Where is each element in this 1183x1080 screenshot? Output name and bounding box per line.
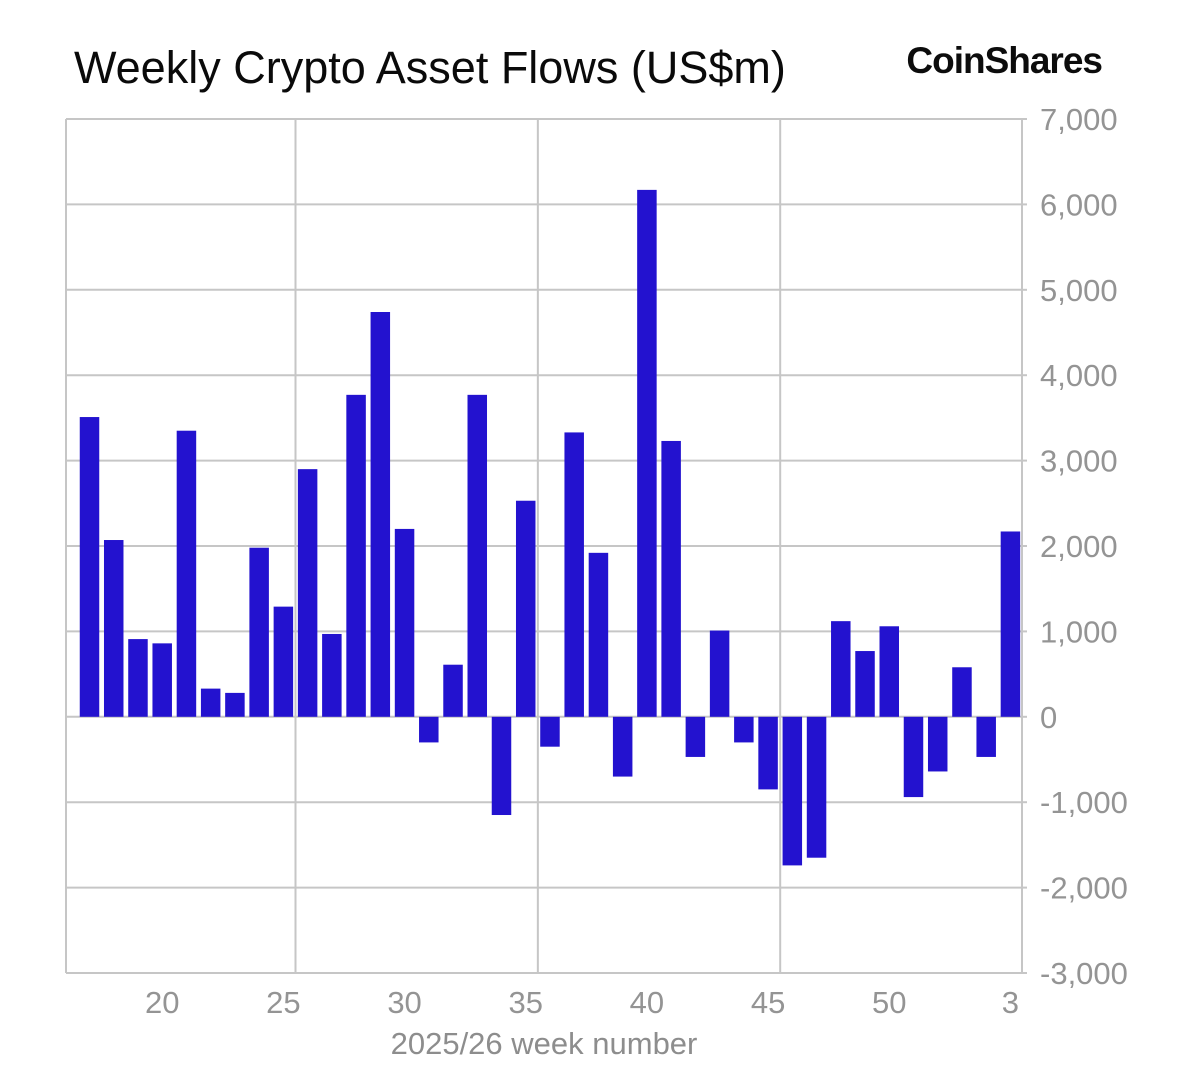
bar-week-44 (734, 716, 754, 743)
bar-week-34 (491, 716, 512, 816)
y-tick-label--1,000: -1,000 (1040, 785, 1128, 820)
x-tick-label-20: 20 (145, 985, 179, 1020)
bar-week-51 (903, 716, 924, 798)
x-tick-label-50: 50 (872, 985, 906, 1020)
bar-week-35 (515, 500, 536, 717)
bar-week-18 (103, 540, 124, 717)
bar-week-20 (152, 643, 172, 717)
bar-week-21 (176, 430, 197, 717)
bar-week-29 (370, 312, 391, 717)
bar-week-41 (661, 440, 681, 717)
y-tick-label-6,000: 6,000 (1040, 187, 1118, 222)
chart-title: Weekly Crypto Asset Flows (US$m) (74, 42, 786, 93)
coinshares-logo: CoinShares (906, 40, 1103, 81)
bar-week-36 (540, 716, 560, 747)
bar-week-24 (249, 547, 269, 717)
bar-week-49 (855, 651, 875, 717)
bar-week-33 (467, 394, 488, 717)
bar-week-3 (1000, 531, 1021, 717)
x-tick-label-3: 3 (1002, 985, 1019, 1020)
x-axis-title: 2025/26 week number (390, 1026, 698, 1061)
bar-week-27 (322, 633, 342, 717)
bar-week-39 (612, 716, 633, 777)
bar-week-42 (685, 716, 706, 757)
bar-week-25 (273, 606, 294, 717)
y-tick-label-1,000: 1,000 (1040, 614, 1118, 649)
bar-week-50 (879, 626, 900, 717)
bar-week-37 (564, 432, 584, 717)
bar-week-26 (297, 469, 318, 717)
x-tick-label-40: 40 (630, 985, 664, 1020)
bar-week-40 (637, 189, 657, 717)
bar-week-46 (782, 716, 803, 866)
bar-week-48 (831, 621, 851, 717)
y-tick-label--2,000: -2,000 (1040, 871, 1128, 906)
bar-week-23 (225, 692, 245, 717)
bar-week-52 (927, 716, 948, 772)
y-tick-label-3,000: 3,000 (1040, 444, 1118, 479)
bar-week-31 (419, 716, 439, 743)
y-tick-label-2,000: 2,000 (1040, 529, 1118, 564)
x-tick-label-45: 45 (751, 985, 785, 1020)
bar-week-28 (346, 394, 366, 717)
bar-week-2 (976, 716, 996, 757)
bar-week-19 (128, 639, 148, 717)
y-tick-label--3,000: -3,000 (1040, 956, 1128, 991)
bar-week-17 (79, 417, 100, 717)
y-tick-label-5,000: 5,000 (1040, 273, 1118, 308)
x-tick-label-30: 30 (387, 985, 421, 1020)
bar-week-45 (758, 716, 778, 790)
bar-week-43 (709, 630, 730, 717)
bar-week-47 (806, 716, 827, 858)
y-tick-label-0: 0 (1040, 700, 1057, 735)
x-tick-label-25: 25 (266, 985, 300, 1020)
x-tick-label-35: 35 (508, 985, 542, 1020)
bar-week-30 (394, 528, 415, 717)
bar-week-38 (588, 552, 609, 717)
bar-week-1 (952, 667, 972, 717)
bar-week-32 (443, 664, 463, 717)
bar-week-22 (200, 688, 221, 717)
y-tick-label-4,000: 4,000 (1040, 358, 1118, 393)
y-tick-label-7,000: 7,000 (1040, 102, 1118, 137)
